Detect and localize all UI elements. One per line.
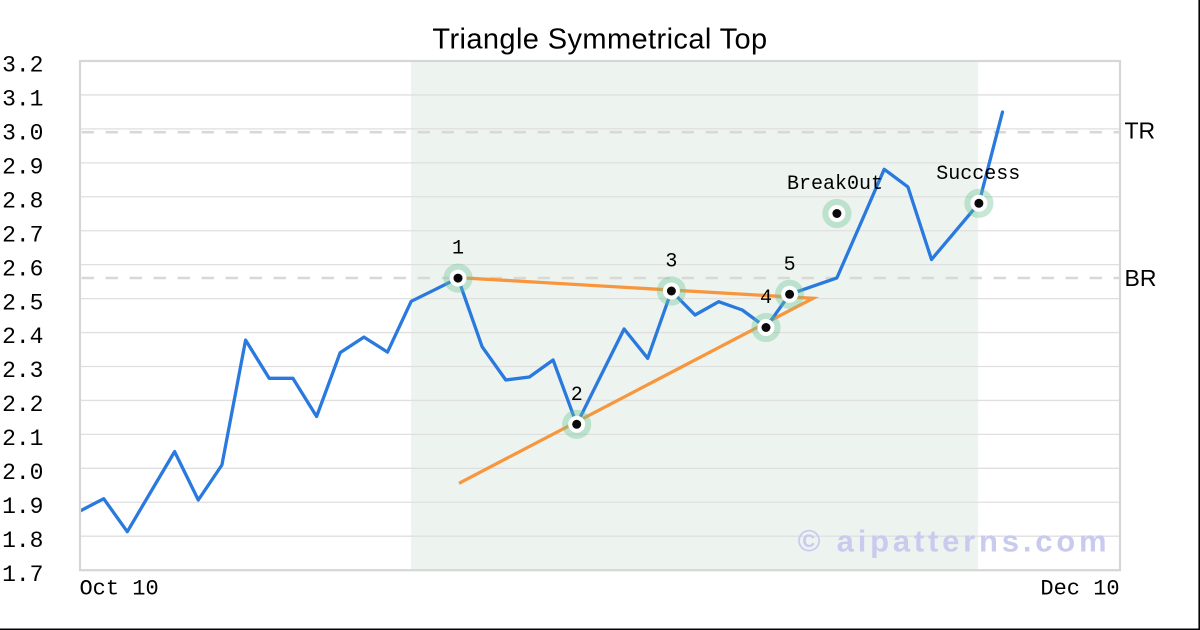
svg-text:2.4: 2.4 [2,324,43,350]
svg-text:1.7: 1.7 [2,562,43,588]
svg-text:1.8: 1.8 [2,528,43,554]
svg-text:2.2: 2.2 [2,392,43,418]
svg-text:Dec 10: Dec 10 [1040,577,1119,602]
svg-text:Break0ut: Break0ut [787,173,883,196]
svg-text:5: 5 [784,254,796,277]
svg-text:3.1: 3.1 [2,87,43,113]
svg-text:2.9: 2.9 [2,155,43,181]
svg-text:Oct 10: Oct 10 [79,577,158,602]
svg-text:3: 3 [665,251,677,274]
svg-text:1: 1 [452,238,464,261]
svg-text:Success: Success [936,163,1020,186]
svg-text:1.9: 1.9 [2,494,43,520]
svg-text:2.6: 2.6 [2,256,43,282]
svg-text:3.2: 3.2 [2,53,43,79]
svg-text:2.0: 2.0 [2,460,43,486]
svg-text:BR: BR [1125,265,1157,291]
svg-text:3.0: 3.0 [2,121,43,147]
svg-text:© aipatterns.com: © aipatterns.com [798,523,1111,558]
svg-text:2.8: 2.8 [2,188,43,214]
svg-text:TR: TR [1125,118,1156,144]
svg-text:2.7: 2.7 [2,222,43,248]
svg-text:2: 2 [571,384,583,407]
svg-text:2.1: 2.1 [2,426,43,452]
svg-text:4: 4 [760,287,772,310]
svg-text:2.3: 2.3 [2,358,43,384]
svg-text:2.5: 2.5 [2,290,43,316]
svg-text:Triangle Symmetrical Top: Triangle Symmetrical Top [432,24,767,56]
